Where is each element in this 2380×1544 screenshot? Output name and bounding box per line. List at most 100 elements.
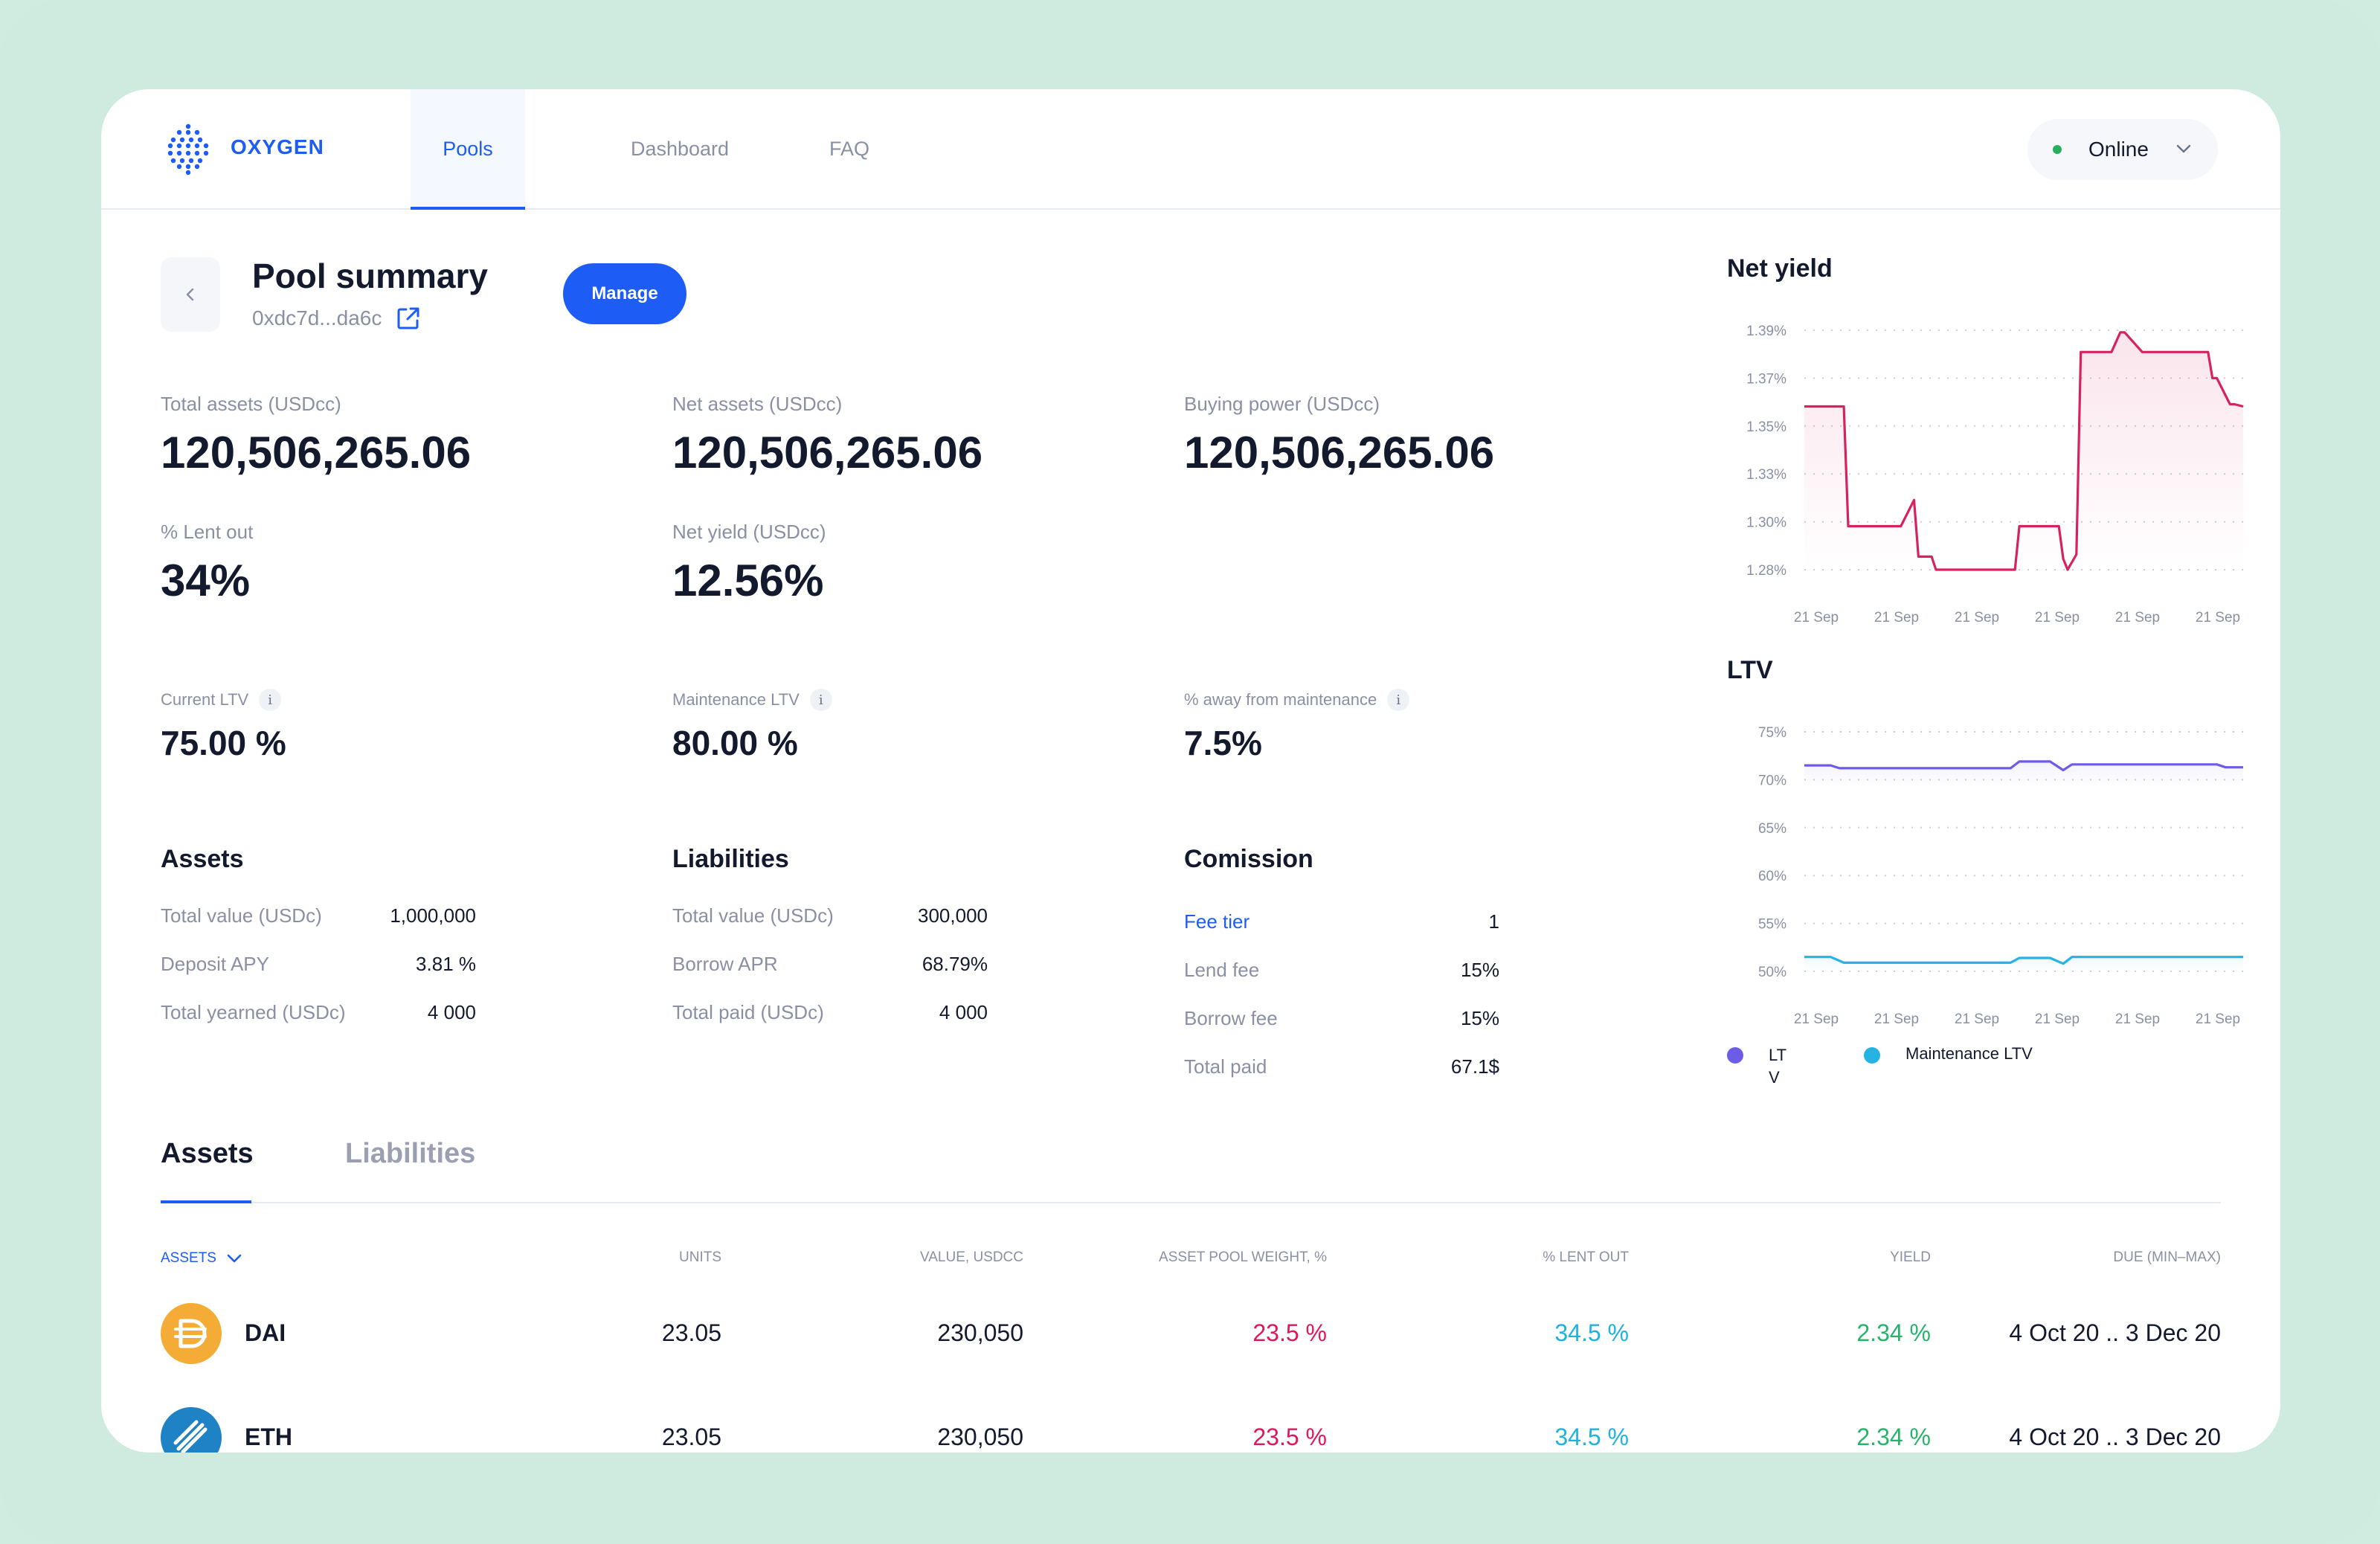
maintenance-ltv-value: 80.00 % (672, 724, 798, 762)
brand-name[interactable]: OXYGEN (231, 135, 324, 158)
assets-row-value: 3.81 % (416, 953, 476, 975)
series-line (1804, 956, 2243, 965)
x-tick-label: 21 Sep (2196, 610, 2240, 625)
assets-row: Deposit APY 3.81 % (161, 953, 476, 982)
lent-out-cell: 34.5 % (1554, 1424, 1629, 1450)
yield-cell: 2.34 % (1856, 1319, 1931, 1346)
net-yield-value: 12.56% (672, 556, 824, 605)
eth-coin-icon (161, 1407, 222, 1453)
logo-dot (176, 143, 182, 149)
logo-dot (179, 137, 185, 143)
series-area (1804, 761, 2243, 788)
lent-out-value: 34% (161, 556, 251, 605)
liabilities-section-title: Liabilities (672, 845, 789, 873)
column-header-lent-out[interactable]: % LENT OUT (1543, 1249, 1629, 1265)
commission-row: Total paid 67.1$ (1184, 1055, 1499, 1085)
status-dot-icon (2053, 145, 2062, 154)
weight-cell: 23.5 % (1252, 1319, 1327, 1346)
series-area (1804, 332, 2243, 570)
commission-row-label: Lend fee (1184, 959, 1260, 981)
nav-tab-pools[interactable]: Pools (411, 89, 525, 210)
column-header-assets-label: ASSETS (161, 1250, 216, 1266)
tab-liabilities[interactable]: Liabilities (345, 1138, 476, 1169)
y-tick-label: 60% (1758, 869, 1786, 884)
liabilities-row-value: 300,000 (918, 904, 988, 927)
net-assets-label: Net assets (USDcc) (672, 393, 843, 415)
yield-cell: 2.34 % (1856, 1424, 1931, 1450)
assets-row: Total value (USDc) 1,000,000 (161, 904, 476, 934)
ltv-chart-title: LTV (1727, 656, 1773, 684)
net-yield-chart: 1.39% 1.37% 1.35% 1.33% 1.30% 1.28% 21 Sep 21 S… (1746, 324, 2244, 625)
logo-dot (176, 164, 182, 170)
total-assets-label: Total assets (USDcc) (161, 393, 341, 415)
status-label: Online (2088, 138, 2149, 161)
current-ltv-label: Current LTV i (161, 689, 282, 711)
column-header-weight[interactable]: ASSET POOL WEIGHT, % (1159, 1249, 1327, 1265)
y-tick-label: 1.35% (1746, 419, 1786, 435)
logo-dot (203, 150, 209, 156)
legend-item-ltv: LT V (1727, 1044, 1786, 1089)
nav-tab-dashboard[interactable]: Dashboard (592, 89, 768, 208)
away-from-maintenance-value: 7.5% (1184, 724, 1262, 762)
assets-row: Total yearned (USDc) 4 000 (161, 1001, 476, 1031)
connection-status-dropdown[interactable]: Online (2027, 119, 2218, 180)
chevron-left-icon (186, 288, 194, 301)
ltv-chart: 75% 70% 65% 60% 55% 50% 21 Sep 21 Sep 21 Sep 21 S… (1758, 725, 2243, 1027)
commission-row-label: Total paid (1184, 1055, 1267, 1078)
x-tick-label: 21 Sep (2035, 1011, 2080, 1027)
nav-tab-faq[interactable]: FAQ (805, 89, 894, 208)
info-icon[interactable]: i (259, 689, 282, 711)
logo-dot (197, 158, 203, 164)
tab-divider (161, 1202, 2221, 1203)
maintenance-ltv-label-text: Maintenance LTV (672, 690, 800, 709)
back-button[interactable] (161, 257, 220, 332)
current-ltv-label-text: Current LTV (161, 690, 249, 709)
away-from-maintenance-label: % away from maintenance i (1184, 689, 1410, 711)
logo-dot (176, 150, 182, 156)
series-area (1804, 956, 2243, 971)
liabilities-row-label: Borrow APR (672, 953, 778, 975)
assets-row-value: 1,000,000 (390, 904, 476, 927)
y-tick-label: 55% (1758, 917, 1786, 933)
logo-dot (185, 129, 191, 135)
column-header-yield[interactable]: YIELD (1890, 1249, 1931, 1265)
series-line (1804, 760, 2243, 772)
y-tick-label: 1.33% (1746, 467, 1786, 483)
commission-section-title: Comission (1184, 845, 1313, 873)
column-header-units[interactable]: UNITS (679, 1249, 721, 1265)
info-icon[interactable]: i (1387, 689, 1410, 711)
logo-dot (194, 150, 200, 156)
logo-dot (170, 137, 176, 143)
y-tick-label: 1.30% (1746, 515, 1786, 531)
external-link-icon[interactable] (395, 305, 422, 332)
assets-row-label: Total yearned (USDc) (161, 1001, 346, 1023)
fee-tier-link[interactable]: Fee tier (1184, 910, 1250, 933)
x-tick-label: 21 Sep (2115, 1011, 2160, 1027)
column-header-due[interactable]: DUE (MIN–MAX) (2113, 1249, 2221, 1265)
liabilities-row: Total value (USDc) 300,000 (672, 904, 988, 934)
value-cell: 230,050 (937, 1319, 1023, 1346)
column-header-assets[interactable]: ASSETS (161, 1249, 243, 1267)
nav-tab-faq-label: FAQ (829, 137, 869, 160)
series-line (1804, 331, 2244, 571)
tab-assets[interactable]: Assets (161, 1138, 254, 1169)
y-tick-label: 75% (1758, 725, 1786, 741)
logo-dot (185, 143, 191, 149)
info-icon[interactable]: i (809, 689, 832, 711)
units-cell: 23.05 (661, 1424, 721, 1450)
manage-button[interactable]: Manage (563, 263, 686, 324)
liabilities-row: Total paid (USDc) 4 000 (672, 1001, 988, 1031)
commission-row: Lend fee 15% (1184, 959, 1499, 988)
app-window: OXYGEN Pools Dashboard FAQ Online Pool s… (101, 89, 2280, 1453)
x-tick-label: 21 Sep (1794, 1011, 1839, 1027)
logo-dot (167, 143, 173, 149)
legend-label: Maintenance LTV (1905, 1044, 2033, 1063)
lent-out-label: % Lent out (161, 521, 254, 543)
assets-row-label: Deposit APY (161, 953, 269, 975)
column-header-value[interactable]: VALUE, USDCC (919, 1249, 1023, 1265)
commission-row-value: 1 (1488, 910, 1499, 933)
logo-dot (188, 137, 194, 143)
logo-dot (203, 143, 209, 149)
legend-label: LT V (1769, 1046, 1786, 1087)
pool-address[interactable]: 0xdc7d...da6c (252, 305, 422, 332)
